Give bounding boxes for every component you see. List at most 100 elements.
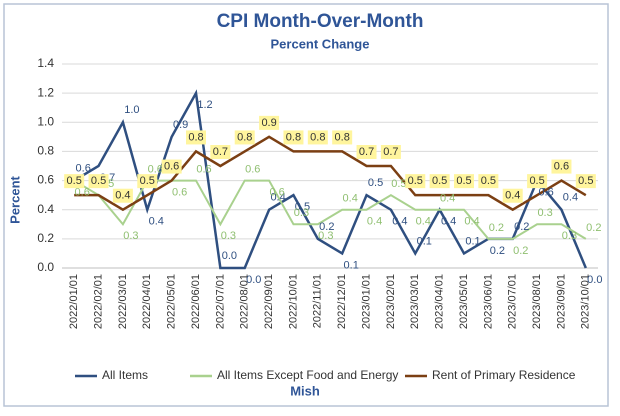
x-tick-label: 2022/06/01	[190, 274, 202, 329]
data-label: 0.3	[294, 207, 309, 219]
label-box	[502, 188, 523, 203]
data-label: 0.6	[75, 186, 90, 198]
data-label: 0.9	[261, 117, 276, 129]
x-tick-label: 2023/07/01	[507, 274, 519, 329]
data-label: 0.6	[196, 163, 211, 175]
data-label: 0.7	[213, 146, 228, 158]
data-label: 0.4	[392, 216, 407, 228]
x-tick-label: 2022/10/01	[287, 274, 299, 329]
y-tick-label: 0.6	[37, 173, 54, 187]
label-box	[137, 174, 158, 189]
data-label: 0.1	[344, 259, 359, 271]
label-box	[332, 130, 353, 145]
data-label: 0.3	[537, 207, 552, 219]
x-tick-label: 2022/05/01	[166, 274, 178, 329]
y-tick-label: 0.4	[37, 202, 54, 216]
x-tick-label: 2022/12/01	[336, 274, 348, 329]
data-label: 0.5	[368, 177, 383, 189]
label-box	[161, 159, 182, 174]
series-line	[74, 135, 587, 212]
data-label: 0.3	[123, 230, 138, 242]
data-label: 0.6	[76, 162, 91, 174]
y-tick-label: 1.0	[37, 114, 54, 128]
data-label: 0.0	[222, 250, 237, 262]
data-label: 0.5	[529, 175, 544, 187]
data-label: 0.7	[383, 146, 398, 158]
data-label: 0.8	[188, 131, 203, 143]
data-label: 0.8	[237, 131, 252, 143]
x-tick-label: 2022/03/01	[117, 274, 129, 329]
data-label: 0.4	[416, 216, 431, 228]
data-label: 0.8	[335, 131, 350, 143]
data-label: 0.6	[554, 160, 569, 172]
x-tick-label: 2022/11/01	[312, 274, 324, 328]
data-label: 0.4	[563, 192, 578, 204]
x-tick-label: 2022/01/01	[68, 274, 80, 329]
label-box	[575, 174, 596, 189]
x-tick-label: 2023/02/01	[385, 274, 397, 329]
data-label: 0.6	[148, 163, 163, 175]
label-box	[478, 174, 499, 189]
x-tick-label: 2023/05/01	[458, 274, 470, 329]
x-tick-label: 2023/06/01	[482, 274, 494, 329]
data-label: 0.3	[221, 230, 236, 242]
label-box	[429, 174, 450, 189]
data-label: 0.5	[456, 175, 471, 187]
data-label: 0.3	[318, 230, 333, 242]
data-label: 1.0	[124, 104, 139, 116]
data-label: 0.8	[286, 131, 301, 143]
label-box	[259, 115, 280, 130]
data-label: 0.5	[67, 175, 82, 187]
label-box	[283, 130, 304, 145]
data-label: 0.0	[246, 274, 261, 286]
data-label: 0.2	[489, 222, 504, 234]
data-label: 0.4	[441, 216, 456, 228]
data-label: 0.2	[514, 221, 529, 233]
data-label: 0.5	[481, 175, 496, 187]
data-label: 0.4	[505, 190, 520, 202]
y-tick-label: 1.4	[37, 56, 54, 70]
data-label: 0.7	[359, 146, 374, 158]
data-label: 0.2	[586, 222, 601, 234]
data-label: 0.3	[562, 230, 577, 242]
label-box	[64, 174, 85, 189]
x-tick-label: 2023/08/01	[531, 274, 543, 329]
data-label: 0.4	[270, 192, 285, 204]
frame	[3, 3, 609, 407]
label-box	[186, 130, 206, 145]
y-axis-label: Percent	[7, 175, 22, 223]
x-tick-label: 2022/08/01	[239, 274, 251, 329]
x-tick-label: 2023/03/01	[409, 274, 421, 329]
chart-subtitle: Percent Change	[271, 36, 370, 51]
data-label: 0.5	[432, 175, 447, 187]
chart-title: CPI Month-Over-Month	[217, 11, 424, 32]
data-label: 0.4	[464, 216, 479, 228]
x-tick-label: 2023/09/01	[555, 274, 567, 329]
data-label: 0.6	[164, 160, 179, 172]
label-box	[405, 174, 426, 189]
x-tick-label: 2022/02/01	[92, 274, 104, 329]
label-box	[307, 130, 328, 145]
data-label: 0.5	[295, 201, 310, 213]
label-box	[454, 174, 474, 189]
x-tick-label: 2022/07/01	[214, 274, 226, 329]
data-label: 0.5	[91, 175, 106, 187]
label-box	[234, 130, 255, 145]
y-tick-label: 0.2	[37, 231, 54, 245]
legend-label: Rent of Primary Residence	[432, 368, 576, 382]
data-label: 0.5	[391, 178, 406, 190]
data-label: 0.8	[310, 131, 325, 143]
y-tick-label: 0.8	[37, 144, 54, 158]
data-label: 0.5	[578, 175, 593, 187]
y-tick-label: 1.2	[37, 85, 54, 99]
data-label: 0.4	[149, 216, 164, 228]
legend-label: All Items	[102, 368, 148, 382]
data-label: 0.2	[513, 245, 528, 257]
data-label: 1.2	[197, 99, 212, 111]
y-tick-label: 0.0	[37, 260, 54, 274]
x-tick-label: 2022/04/01	[141, 274, 153, 329]
data-label: 0.6	[538, 186, 553, 198]
label-box	[112, 188, 133, 203]
data-label: 0.6	[269, 186, 284, 198]
data-label: 0.5	[140, 175, 155, 187]
